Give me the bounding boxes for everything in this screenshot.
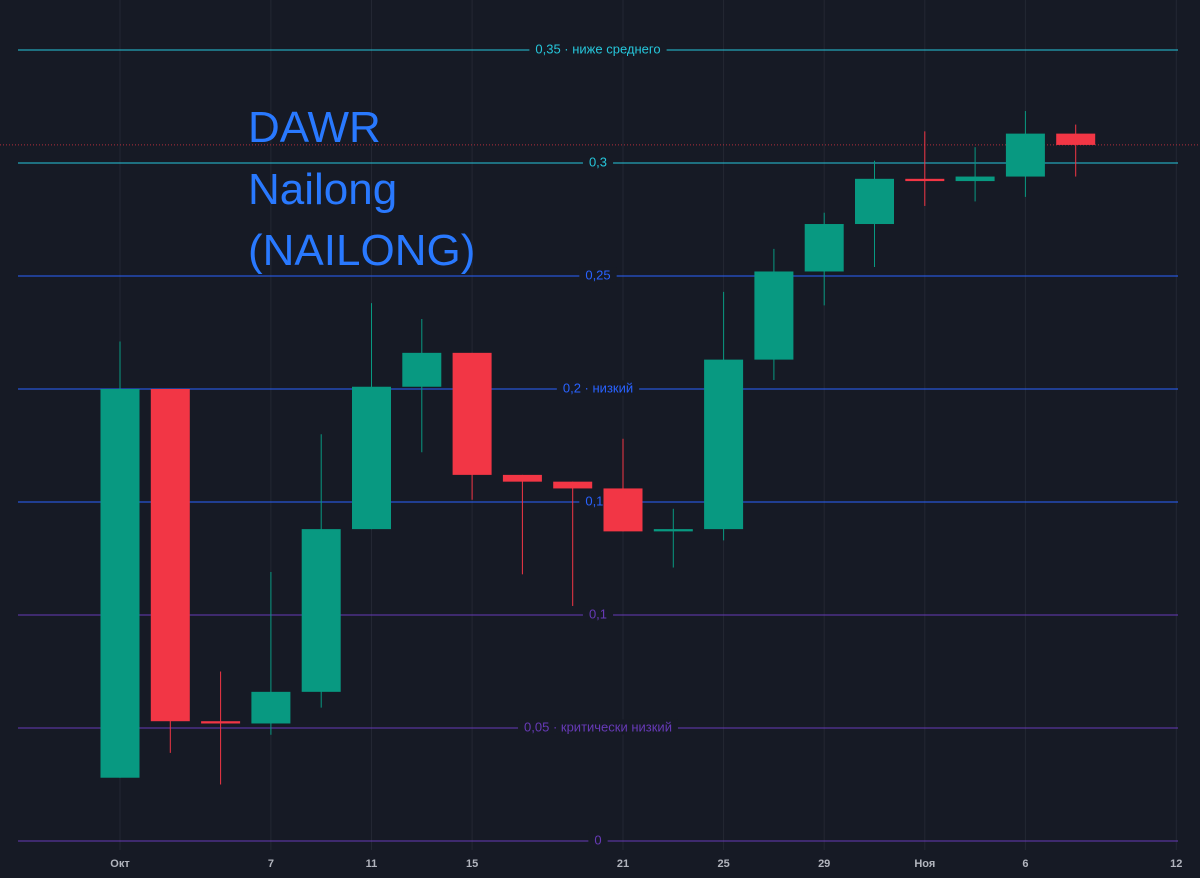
y-tick-label: 0 <box>594 832 601 847</box>
candle-body <box>502 474 542 482</box>
label-background <box>556 380 640 396</box>
candle-body <box>452 352 492 475</box>
candle-body <box>402 352 442 387</box>
x-tick-label: 29 <box>818 858 830 870</box>
label-background <box>579 267 617 283</box>
label-background <box>588 832 608 848</box>
x-tick-label: 25 <box>717 858 729 870</box>
x-tick-label: 6 <box>1022 858 1028 870</box>
x-tick-label: 21 <box>617 858 629 870</box>
candle-body <box>1005 133 1045 177</box>
x-tick-label: 15 <box>466 858 478 870</box>
y-tick-label: 0,35 · ниже среднего <box>535 41 660 56</box>
candle-body <box>201 721 241 724</box>
candle-body <box>251 691 291 724</box>
candle-body <box>150 389 190 722</box>
x-tick-label: 12 <box>1170 858 1182 870</box>
chart-title: DAWR <box>248 103 381 152</box>
y-tick-label: 0,3 <box>589 154 607 169</box>
chart-title: (NAILONG) <box>248 226 475 275</box>
candle-body <box>100 389 140 778</box>
candle-body <box>704 359 744 530</box>
chart-title: Nailong <box>248 165 397 214</box>
y-tick-label: 0,25 <box>585 267 610 282</box>
candle-body <box>352 386 391 530</box>
candle-body <box>603 488 643 532</box>
label-background <box>582 154 614 170</box>
x-tick-label: 11 <box>366 858 378 870</box>
candle-body <box>1056 133 1096 145</box>
x-tick-label: 7 <box>268 858 274 870</box>
x-tick-label: Окт <box>110 858 130 870</box>
y-tick-label: 0,05 · критически низкий <box>524 719 672 734</box>
candle-body <box>955 176 995 182</box>
y-tick-label: 0,1 <box>589 606 607 621</box>
candle-body <box>653 529 693 532</box>
candle-body <box>804 224 844 272</box>
label-background <box>582 606 614 622</box>
y-tick-label: 0,2 · низкий <box>563 380 633 395</box>
candles <box>0 111 1200 785</box>
candle-body <box>301 529 341 692</box>
x-axis: Окт 7 11 15 21 25 29 Ноя 6 12 <box>110 858 1182 870</box>
levels: 0,35 · ниже среднего 0,3 0,25 0,2 · низкий 0… <box>18 41 1178 848</box>
x-tick-label: Ноя <box>914 858 935 870</box>
label-background <box>529 41 667 57</box>
label-background <box>518 719 678 735</box>
candle-body <box>855 178 894 225</box>
candle-body <box>754 271 794 360</box>
candle-body <box>553 481 593 489</box>
candle-body <box>905 178 945 182</box>
